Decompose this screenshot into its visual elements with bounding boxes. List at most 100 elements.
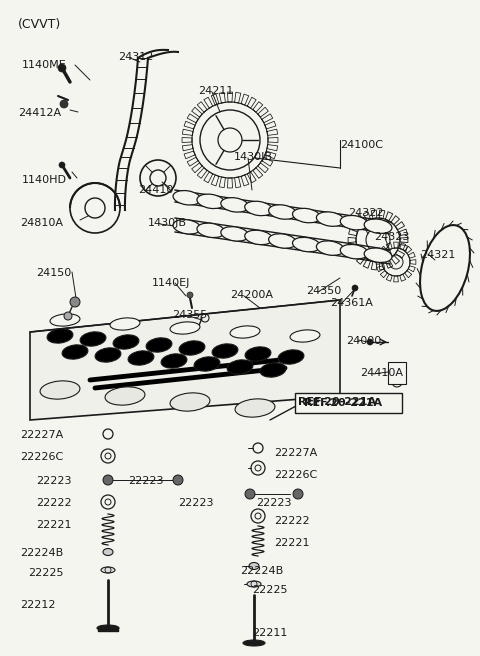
Text: 24410A: 24410A [360,368,403,378]
Text: 22221: 22221 [274,538,310,548]
Ellipse shape [230,326,260,338]
Text: 24412A: 24412A [18,108,61,118]
Text: 24200A: 24200A [230,290,273,300]
Ellipse shape [316,212,344,226]
Ellipse shape [101,567,115,573]
Ellipse shape [290,330,320,342]
Circle shape [64,312,72,320]
Text: 1140EJ: 1140EJ [152,278,191,288]
Circle shape [293,489,303,499]
Text: 22212: 22212 [20,600,56,610]
Ellipse shape [212,344,238,358]
Ellipse shape [249,562,259,569]
Text: 24321: 24321 [420,250,456,260]
Text: 24322: 24322 [348,208,384,218]
Polygon shape [30,300,340,420]
Circle shape [352,285,358,291]
Text: 24410: 24410 [138,185,173,195]
Text: 22227A: 22227A [274,448,317,458]
Ellipse shape [80,332,106,346]
Ellipse shape [235,399,275,417]
Circle shape [59,162,65,168]
Text: 22211: 22211 [252,628,288,638]
Circle shape [70,297,80,307]
Text: 22221: 22221 [36,520,72,530]
Text: REF.20-221A: REF.20-221A [298,397,376,407]
Text: 24000: 24000 [346,336,381,346]
Text: 24312: 24312 [118,52,154,62]
Ellipse shape [221,227,249,241]
Ellipse shape [103,548,113,556]
Ellipse shape [292,209,320,223]
Text: 1430JB: 1430JB [234,152,273,162]
FancyBboxPatch shape [295,393,402,413]
Ellipse shape [340,215,368,230]
Ellipse shape [243,640,265,646]
Text: 24211: 24211 [198,86,233,96]
Ellipse shape [292,237,320,252]
Ellipse shape [247,581,261,587]
Ellipse shape [161,354,187,368]
Ellipse shape [269,205,296,219]
Text: 1140ME: 1140ME [22,60,67,70]
Circle shape [60,100,68,108]
Ellipse shape [364,219,392,234]
Text: 22223: 22223 [128,476,164,486]
Ellipse shape [113,335,139,349]
Circle shape [58,64,66,72]
Text: (CVVT): (CVVT) [18,18,61,31]
Ellipse shape [227,360,253,374]
Ellipse shape [197,223,225,237]
Circle shape [187,292,193,298]
Ellipse shape [278,350,304,364]
Text: 22225: 22225 [28,568,63,578]
Text: 24100C: 24100C [340,140,383,150]
Ellipse shape [221,197,249,212]
Text: 22224B: 22224B [240,566,283,576]
Ellipse shape [170,322,200,334]
Text: 22225: 22225 [252,585,288,595]
Text: 22223: 22223 [36,476,72,486]
Circle shape [367,339,373,345]
Ellipse shape [316,241,344,255]
Bar [388,362,406,384]
Ellipse shape [47,329,73,343]
Ellipse shape [245,347,271,361]
Ellipse shape [173,220,201,234]
Ellipse shape [179,341,205,355]
Text: 22224B: 22224B [20,548,63,558]
Ellipse shape [260,363,286,377]
Text: 1430JB: 1430JB [148,218,187,228]
Text: 22222: 22222 [36,498,72,508]
Ellipse shape [97,625,119,631]
Text: 22223: 22223 [256,498,291,508]
Ellipse shape [245,230,273,245]
Text: REF.20-221A: REF.20-221A [304,398,382,408]
Text: 1140HD: 1140HD [22,175,67,185]
Ellipse shape [40,381,80,399]
Circle shape [245,489,255,499]
Text: 22226C: 22226C [274,470,317,480]
Ellipse shape [269,234,296,248]
Text: 24355: 24355 [172,310,207,320]
Text: 24150: 24150 [36,268,71,278]
Ellipse shape [128,351,154,365]
Ellipse shape [105,387,145,405]
Circle shape [390,366,398,374]
Ellipse shape [110,318,140,330]
Text: 22226C: 22226C [20,452,63,462]
Ellipse shape [364,248,392,262]
Text: 24810A: 24810A [20,218,63,228]
Text: 22227A: 22227A [20,430,63,440]
Ellipse shape [95,348,121,362]
Circle shape [173,475,183,485]
Ellipse shape [62,345,88,359]
Ellipse shape [194,357,220,371]
Ellipse shape [170,393,210,411]
Circle shape [103,475,113,485]
Ellipse shape [50,314,80,326]
Text: 24361A: 24361A [330,298,373,308]
Text: 22223: 22223 [178,498,214,508]
Ellipse shape [173,190,201,205]
Text: 22222: 22222 [274,516,310,526]
